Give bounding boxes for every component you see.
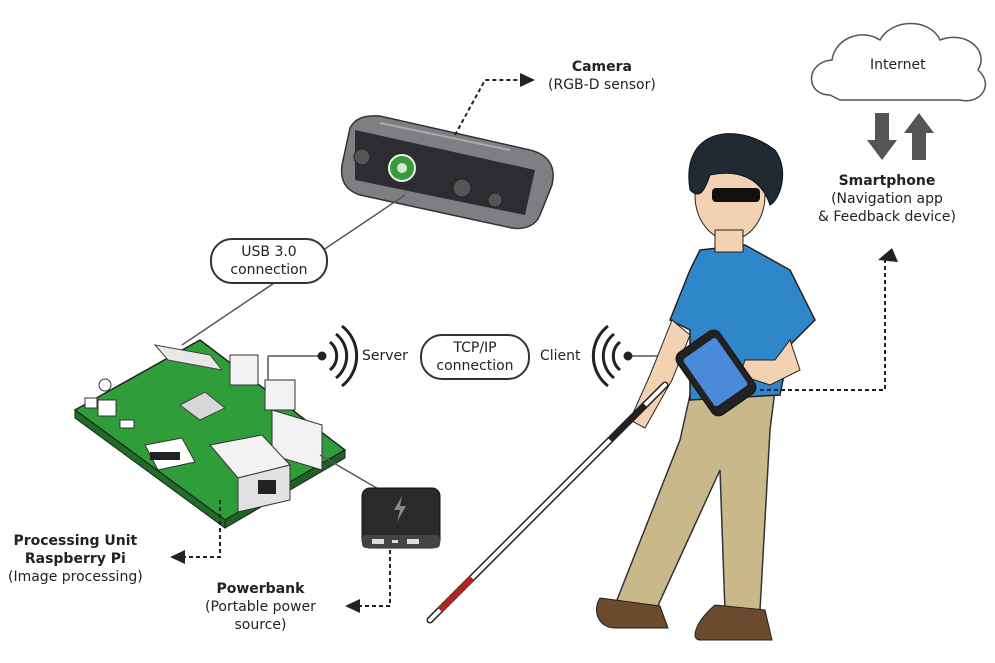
client-label: Client — [540, 348, 581, 364]
server-wifi-icon — [317, 324, 359, 388]
powerbank-pointer-arrow — [345, 550, 391, 613]
smartphone-pointer-arrow — [760, 248, 898, 391]
camera-title: Camera — [571, 59, 632, 75]
smartphone-title: Smartphone — [838, 173, 936, 189]
powerbank-line2: source) — [234, 617, 287, 633]
internet-label: Internet — [870, 57, 926, 73]
usb-line2: connection — [230, 262, 308, 278]
raspberry-pi-board — [73, 339, 347, 529]
tcp-line1: TCP/IP — [453, 340, 497, 356]
processing-title1: Processing Unit — [13, 533, 138, 549]
camera-device — [340, 115, 554, 230]
client-wifi-icon — [591, 324, 633, 388]
power-cable-line — [319, 454, 381, 491]
server-label: Server — [362, 348, 408, 364]
user-figure — [596, 133, 816, 641]
camera-pointer-arrow — [454, 73, 535, 136]
camera-subtitle: (RGB-D sensor) — [548, 77, 656, 93]
tcp-line2: connection — [436, 358, 514, 374]
data-exchange-arrows-icon — [867, 113, 934, 160]
internet-cloud — [810, 22, 987, 102]
camera-label: Camera (RGB-D sensor) — [548, 58, 656, 94]
processing-pointer-arrow — [170, 500, 221, 564]
powerbank-title: Powerbank — [216, 581, 305, 597]
smartphone-line2: & Feedback device) — [818, 209, 956, 225]
processing-subtitle: (Image processing) — [8, 569, 143, 585]
tcp-connection-label: TCP/IP connection — [420, 334, 530, 380]
smartphone-device — [675, 329, 757, 417]
powerbank-label: Powerbank (Portable power source) — [205, 580, 316, 634]
usb-line1: USB 3.0 — [241, 244, 297, 260]
white-cane — [426, 381, 669, 624]
processing-title2: Raspberry Pi — [24, 551, 126, 567]
powerbank-device — [361, 487, 441, 549]
powerbank-line1: (Portable power — [205, 599, 316, 615]
usb-connection-label: USB 3.0 connection — [210, 238, 328, 284]
processing-unit-label: Processing Unit Raspberry Pi (Image proc… — [8, 532, 143, 586]
smartphone-line1: (Navigation app — [831, 191, 943, 207]
smartphone-label: Smartphone (Navigation app & Feedback de… — [818, 172, 956, 226]
